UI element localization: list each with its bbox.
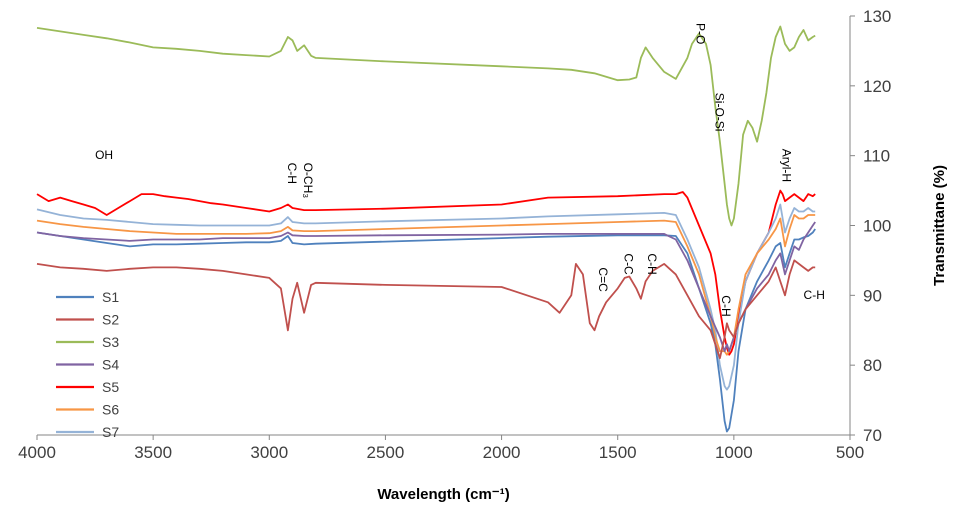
series-line-s5 [36,189,816,356]
x-tick-label: 1500 [599,443,637,462]
x-tick-label: 3000 [250,443,288,462]
peak-annotation: Si-O-Si [712,93,726,132]
legend-label: S6 [102,402,119,418]
series-line-s2 [36,259,816,360]
series-line-s6 [36,214,816,356]
legend-label: S1 [102,289,119,305]
legend-label: S5 [102,379,119,395]
series-line-s7 [36,203,816,391]
series-line-s4 [36,221,816,353]
legend-item-s1: S1 [56,289,119,305]
x-tick-label: 2000 [483,443,521,462]
legend-label: S3 [102,334,119,350]
series-line-s1 [36,228,816,433]
peak-annotation: C-H [804,288,825,302]
legend-label: S4 [102,357,119,373]
series-layer [36,25,816,433]
legend-item-s2: S2 [56,312,119,328]
peak-annotation: C-H [719,295,733,316]
x-tick-label: 4000 [18,443,56,462]
peak-annotation: O-CH₃ [301,163,315,199]
legend-item-s4: S4 [56,357,119,373]
x-tick-label: 3500 [134,443,172,462]
peak-annotation: Aryl-H [780,149,794,182]
y-tick-label: 130 [863,7,891,26]
peak-annotation: C-H [645,253,659,274]
legend-item-s3: S3 [56,334,119,350]
peak-annotation: C-H [285,163,299,184]
y-tick-label: 110 [863,147,890,166]
y-tick-label: 80 [863,356,882,375]
legend-item-s7: S7 [56,424,119,440]
peak-annotation: C-C [622,253,636,275]
series-line-s3 [36,25,816,227]
y-tick-label: 120 [863,77,891,96]
x-tick-label: 2500 [367,443,405,462]
peak-annotation: C=C [596,267,610,292]
legend-item-s5: S5 [56,379,119,395]
x-axis-label: Wavelength (cm⁻¹) [377,486,509,503]
x-tick-label: 500 [836,443,864,462]
legend-item-s6: S6 [56,402,119,418]
y-axis-label: Transmittane (%) [931,165,948,286]
legend-label: S7 [102,424,119,440]
x-tick-label: 1000 [715,443,753,462]
legend-label: S2 [102,312,119,328]
y-tick-label: 90 [863,286,882,305]
peak-annotation: OH [95,148,113,162]
y-tick-label: 100 [863,217,891,236]
peak-annotation: P-O [694,23,708,44]
legend: S1 S2 S3 S4 S5 S6 S7 [56,289,119,440]
y-tick-label: 70 [863,426,882,445]
